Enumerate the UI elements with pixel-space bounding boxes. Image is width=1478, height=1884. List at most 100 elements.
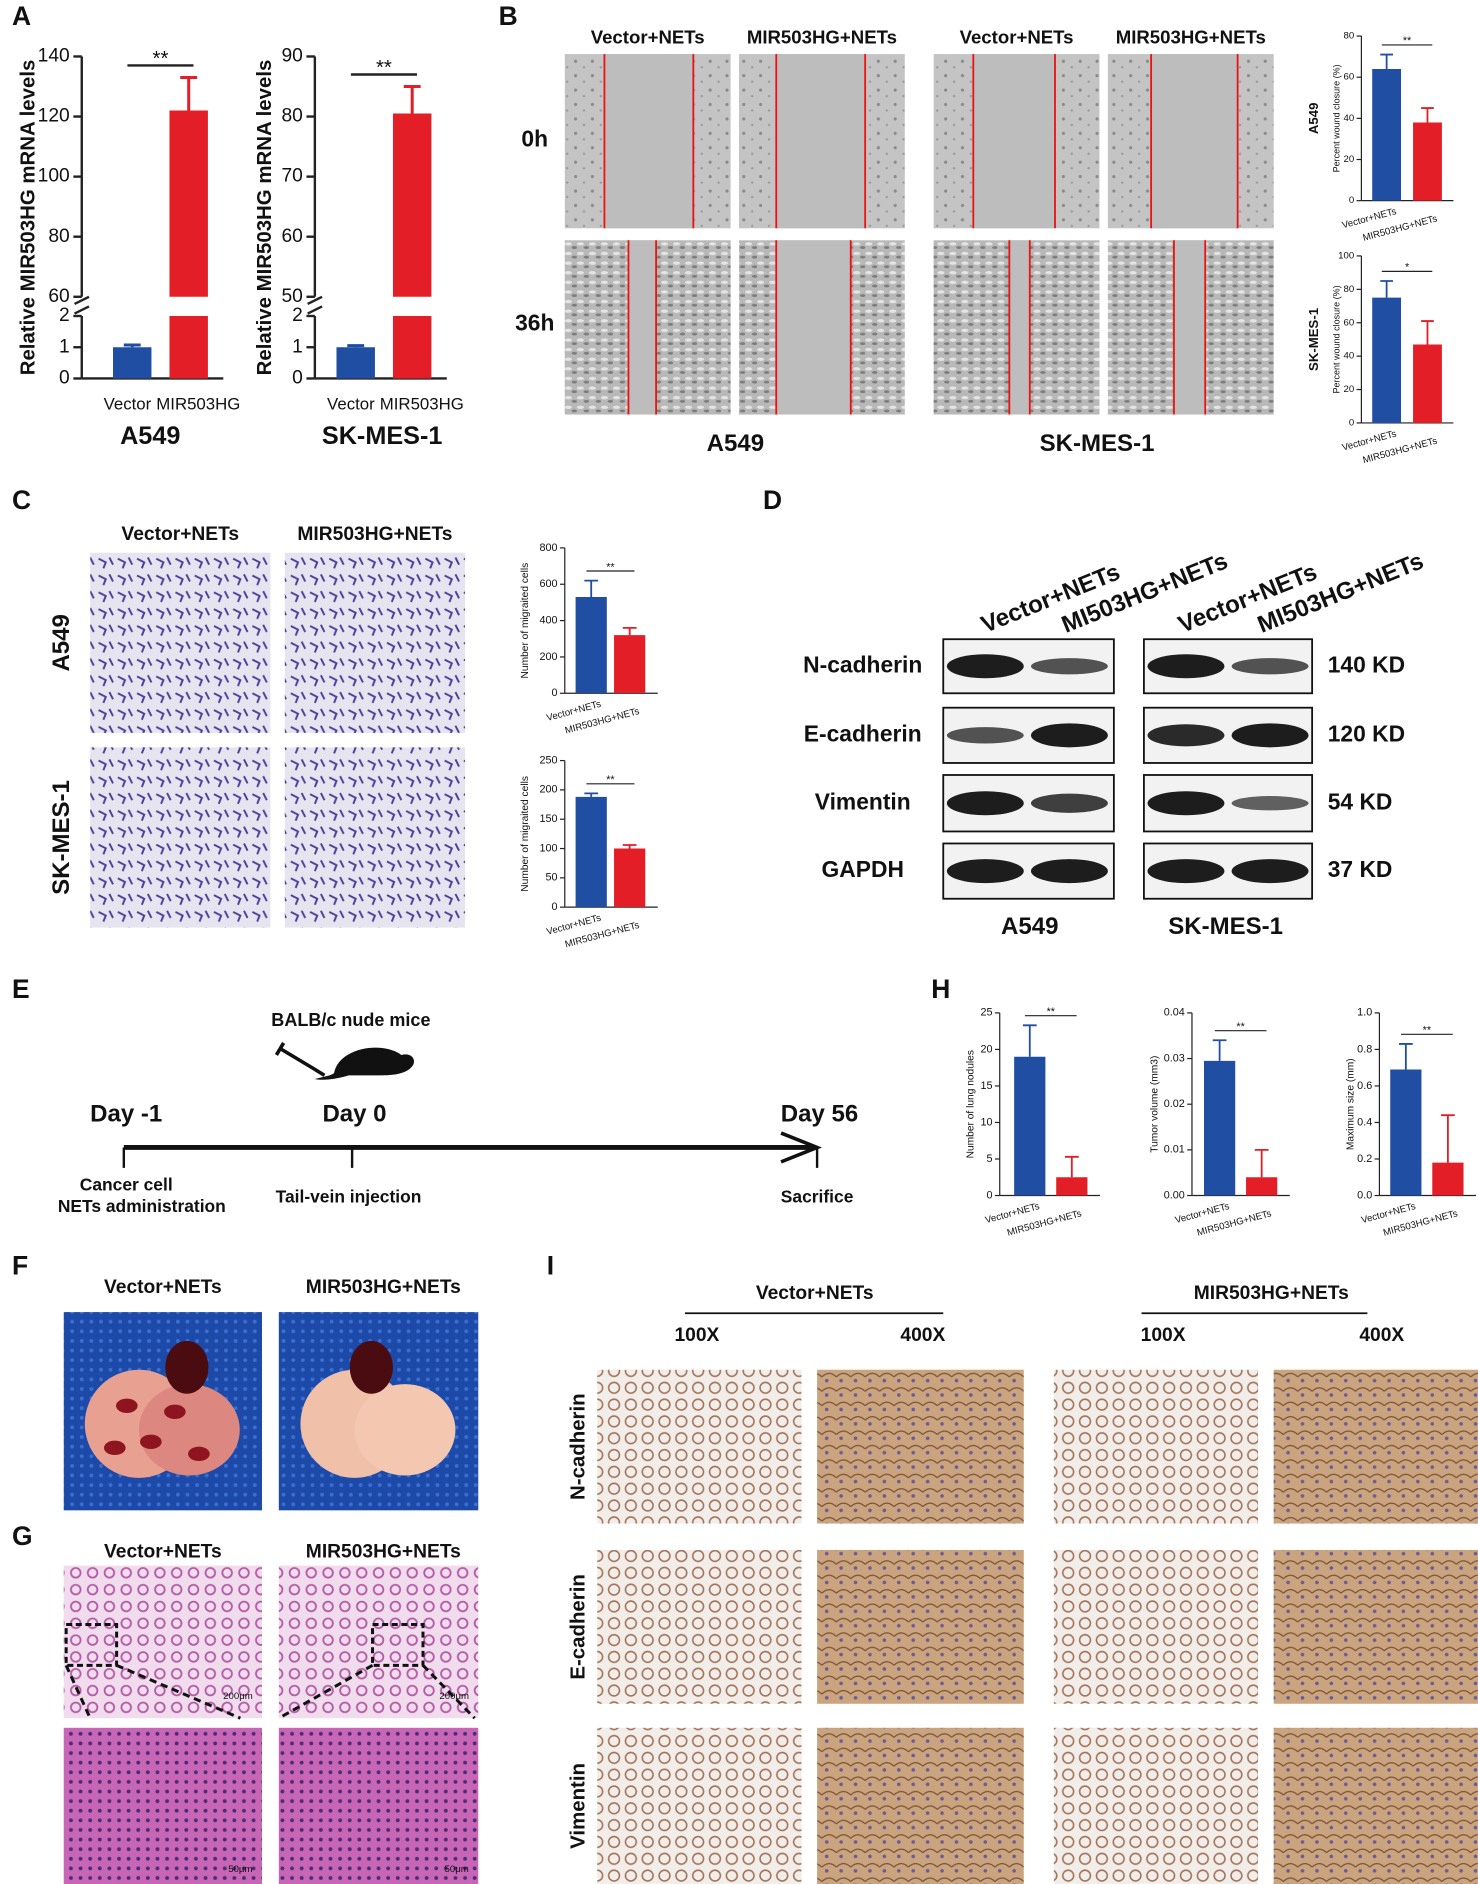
label: N-cadherin	[803, 651, 922, 677]
nodule	[188, 1446, 210, 1462]
annotation: **	[1047, 1006, 1056, 1018]
blot-band	[1030, 723, 1108, 748]
y-tick-label: 0.01	[1164, 1144, 1185, 1156]
label: MIR503HG+NETs	[297, 524, 452, 545]
nodule	[140, 1434, 162, 1450]
label: 36h	[515, 309, 554, 335]
micrograph	[817, 1727, 1024, 1884]
y-tick-label: 15	[981, 1080, 993, 1092]
bar	[113, 347, 152, 379]
label: 120 KD	[1328, 720, 1405, 746]
error-bar	[403, 85, 421, 114]
label: Tail-vein injection	[276, 1187, 422, 1207]
wound-gap	[1173, 240, 1206, 415]
y-tick-label: 140	[38, 46, 70, 67]
label: Sacrifice	[781, 1187, 854, 1207]
label: MIR503HG+NETs	[306, 1541, 461, 1562]
scale-bar-label: 50μm	[445, 1864, 469, 1875]
error-bar	[1212, 1039, 1227, 1061]
y-tick-label: 1	[59, 336, 70, 357]
label: Vector+NETs	[121, 524, 239, 545]
axis-break	[307, 295, 323, 315]
y-tick-label: 40	[1343, 113, 1354, 124]
y-tick-label: 60	[1343, 72, 1354, 83]
error-bar	[584, 579, 599, 597]
y-tick-label: 80	[1343, 31, 1354, 42]
y-tick-label: 0.04	[1164, 1007, 1185, 1019]
y-tick-label: 0.02	[1164, 1098, 1185, 1110]
error-bar	[1441, 1114, 1455, 1163]
y-tick-label: 25	[981, 1007, 993, 1019]
y-axis-label: Number of migraited cells	[520, 563, 531, 679]
row-label: E-cadherin	[568, 1574, 590, 1679]
label: 37 KD	[1328, 856, 1393, 882]
panel-letter: F	[12, 1251, 28, 1281]
nodule	[103, 1440, 126, 1456]
y-tick-label: 40	[1343, 351, 1354, 362]
x-tick-label: MIR503HG	[380, 394, 464, 413]
blot-band	[1147, 654, 1225, 679]
annotation: **	[606, 561, 615, 573]
bar	[392, 113, 432, 379]
error-bar	[1254, 1148, 1269, 1178]
bar	[575, 796, 607, 908]
blot-band	[946, 654, 1024, 679]
label: Vector+NETs	[756, 1283, 874, 1304]
bar	[1246, 1177, 1278, 1196]
y-tick-label: 1.0	[1357, 1007, 1372, 1019]
x-tick-label: Vector	[327, 394, 375, 413]
bar	[1014, 1056, 1046, 1196]
y-tick-label: 250	[540, 754, 558, 766]
micrograph	[1273, 1549, 1478, 1704]
label: A549	[707, 430, 764, 457]
wound-gap	[973, 54, 1056, 229]
micrograph	[278, 1727, 479, 1884]
zoom-lines	[64, 1663, 476, 1720]
label: BALB/c nude mice	[271, 1010, 430, 1030]
y-tick-label: 50	[546, 872, 558, 884]
y-tick-label: 0.00	[1164, 1189, 1185, 1201]
y-tick-label: 0.8	[1357, 1043, 1372, 1055]
label: Vector+NETs	[960, 26, 1074, 47]
error-bar	[1398, 1043, 1413, 1070]
mouse-icon	[314, 1047, 414, 1080]
label: Day -1	[90, 1100, 162, 1127]
micrograph	[817, 1369, 1024, 1524]
y-tick-label: 5	[987, 1153, 993, 1165]
zoom-box	[371, 1622, 425, 1667]
annotation: *	[1405, 262, 1410, 274]
label: MIR503HG+NETs	[306, 1277, 461, 1298]
x-axis-label: A549	[120, 422, 180, 450]
error-bar	[622, 626, 637, 636]
panel-letter: B	[499, 1, 518, 31]
label: Cancer cell	[80, 1175, 173, 1195]
annotation: **	[153, 48, 169, 70]
chart-title: A549	[1306, 103, 1321, 135]
annotation: **	[376, 57, 392, 79]
y-tick-label: 20	[1343, 154, 1354, 165]
error-bar	[1380, 53, 1393, 69]
y-axis-label: Percent wound closure (%)	[1332, 64, 1342, 172]
y-axis-label: Tumor volume (mm3)	[1149, 1056, 1160, 1153]
y-tick-label: 2	[59, 305, 70, 326]
error-bar	[1421, 107, 1434, 123]
label: NETs administration	[58, 1196, 226, 1216]
label: A549	[1001, 913, 1058, 940]
annotation: **	[1403, 35, 1412, 47]
error-bar	[180, 75, 198, 111]
y-tick-label: 0.0	[1357, 1189, 1372, 1201]
nodule	[116, 1398, 138, 1413]
y-tick-label: 50	[281, 286, 302, 307]
x-tick-label: Vector	[104, 394, 152, 413]
micrograph	[597, 1369, 802, 1524]
label: Vector+NETs	[104, 1541, 222, 1562]
lung-lobe	[354, 1384, 456, 1476]
blot-band	[946, 791, 1024, 816]
bar	[1413, 344, 1442, 423]
micrograph	[278, 1565, 479, 1719]
y-tick-label: 100	[540, 842, 558, 854]
heart	[349, 1340, 393, 1394]
panel-letter: H	[931, 974, 950, 1004]
scale-bar-label: 50μm	[228, 1864, 252, 1875]
panel-letter: C	[12, 485, 31, 515]
